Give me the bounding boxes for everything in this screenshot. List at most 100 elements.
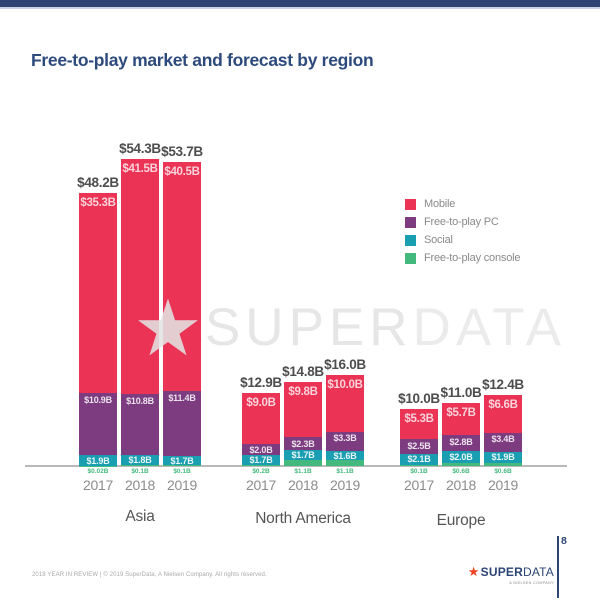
- x-axis-line: [25, 465, 567, 467]
- bar-social-label: $2.1B: [407, 454, 431, 465]
- bar-console-label: $0.6B: [494, 468, 512, 475]
- bar-social-label: $1.9B: [86, 455, 110, 466]
- legend-swatch-social: [405, 234, 416, 246]
- bar-console-label: $0.1B: [410, 468, 428, 475]
- bar-total-label: $53.7B: [161, 143, 203, 159]
- bar-social-label: $1.8B: [128, 455, 152, 466]
- bar-mobile-label: $41.5B: [122, 162, 158, 175]
- bar-mobile-label: $6.6B: [488, 399, 518, 412]
- bar-segment-pc: [163, 391, 201, 456]
- bar-segment-pc: [442, 435, 480, 452]
- bar-segment-social: [242, 455, 280, 465]
- bar-pc-label: $2.8B: [449, 436, 473, 447]
- bar-segment-social: [163, 455, 201, 466]
- legend-item: Mobile: [405, 195, 520, 213]
- bar-total-label: $12.9B: [240, 374, 282, 390]
- page-title: Free-to-play market and forecast by regi…: [31, 50, 374, 70]
- legend-label: Free-to-play PC: [424, 216, 499, 228]
- bar-social-label: $1.7B: [249, 455, 273, 466]
- bar-year-label: 2018: [125, 477, 155, 493]
- bar-segment-social: [284, 450, 322, 460]
- bar-segment-console: [284, 459, 322, 466]
- bar-console-label: $1.1B: [336, 468, 354, 475]
- legend-label: Free-to-play console: [424, 252, 521, 264]
- star-icon: ★: [467, 564, 480, 579]
- bar-pc-label: $11.4B: [168, 392, 196, 403]
- bar-segment-pc: [121, 394, 159, 456]
- bar-segment-console: [121, 465, 159, 466]
- bar-console-label: $0.02B: [87, 468, 109, 475]
- bar-segment-social: [484, 451, 522, 463]
- bar-pc-label: $3.4B: [491, 434, 515, 445]
- bar-segment-console: [442, 462, 480, 466]
- bar-pc-label: $2.3B: [291, 438, 315, 449]
- logo-text-data: DATA: [522, 565, 554, 579]
- bar-pc-label: $10.8B: [126, 395, 154, 406]
- bar-console-label: $0.1B: [173, 468, 191, 475]
- bar-segment-pc: [400, 439, 438, 454]
- bar-total-label: $48.2B: [77, 175, 119, 191]
- superdata-logo-row: ★SUPERDATA: [468, 564, 554, 580]
- top-accent-bar: [0, 0, 600, 7]
- bar-year-label: 2017: [404, 477, 434, 493]
- bar-segment-console: [484, 462, 522, 466]
- bar-pc-label: $2.0B: [249, 445, 273, 456]
- bar-segment-pc: [284, 437, 322, 451]
- bar-console-label: $1.1B: [294, 468, 312, 475]
- legend-swatch-mobile: [405, 198, 416, 210]
- bar-segment-pc: [484, 432, 522, 452]
- bar-pc-label: $2.5B: [407, 440, 431, 451]
- bar-console-label: $0.2B: [252, 468, 270, 475]
- bar-mobile-label: $10.0B: [327, 379, 363, 392]
- bar-segment-pc: [242, 443, 280, 456]
- bar-segment-social: [442, 451, 480, 463]
- legend-swatch-console: [405, 252, 416, 264]
- bar-year-label: 2018: [446, 477, 476, 493]
- bar-segment-mobile: [163, 161, 201, 392]
- bar-segment-mobile: [442, 403, 480, 436]
- bar-segment-mobile: [484, 395, 522, 433]
- bar-social-label: $1.7B: [170, 455, 194, 466]
- bar-year-label: 2019: [330, 477, 360, 493]
- legend-label: Social: [424, 234, 453, 246]
- bar-segment-social: [400, 453, 438, 466]
- bar-year-label: 2019: [488, 477, 518, 493]
- bar-segment-mobile: [242, 392, 280, 444]
- bar-segment-pc: [79, 393, 117, 456]
- bar-segment-console: [242, 464, 280, 466]
- legend-swatch-pc: [405, 216, 416, 228]
- region-label: Asia: [125, 508, 155, 525]
- superdata-logo: ★SUPERDATA A NIELSEN COMPANY: [468, 564, 554, 585]
- bar-segment-console: [163, 465, 201, 466]
- legend-label: Mobile: [424, 198, 456, 210]
- bar-segment-mobile: [326, 375, 364, 432]
- page-number-divider: [557, 536, 559, 598]
- logo-text-super: SUPER: [480, 565, 523, 579]
- bar-year-label: 2017: [83, 477, 113, 493]
- legend-item: Social: [405, 231, 520, 249]
- bar-year-label: 2019: [167, 477, 197, 493]
- region-label: Europe: [436, 512, 486, 529]
- bar-pc-label: $10.9B: [84, 394, 112, 405]
- bar-total-label: $54.3B: [119, 140, 161, 156]
- bar-total-label: $16.0B: [324, 357, 366, 373]
- footer-copyright: 2018 YEAR IN REVIEW | © 2019 SuperData, …: [32, 572, 267, 578]
- bar-segment-social: [79, 455, 117, 466]
- region-label: North America: [255, 510, 351, 527]
- bar-social-label: $1.9B: [491, 452, 515, 463]
- bar-total-label: $14.8B: [282, 363, 324, 379]
- bar-console-label: $0.1B: [131, 468, 149, 475]
- top-accent-line: [0, 7, 600, 9]
- bar-segment-pc: [326, 431, 364, 451]
- bar-mobile-label: $40.5B: [164, 165, 200, 178]
- bar-mobile-label: $5.3B: [404, 413, 434, 426]
- bar-pc-label: $3.3B: [333, 433, 357, 444]
- bar-segment-console: [326, 459, 364, 466]
- logo-subtitle: A NIELSEN COMPANY: [509, 581, 554, 585]
- legend-item: Free-to-play console: [405, 249, 520, 267]
- page-number: 8: [561, 535, 567, 547]
- bar-year-label: 2018: [288, 477, 318, 493]
- bar-segment-mobile: [121, 158, 159, 395]
